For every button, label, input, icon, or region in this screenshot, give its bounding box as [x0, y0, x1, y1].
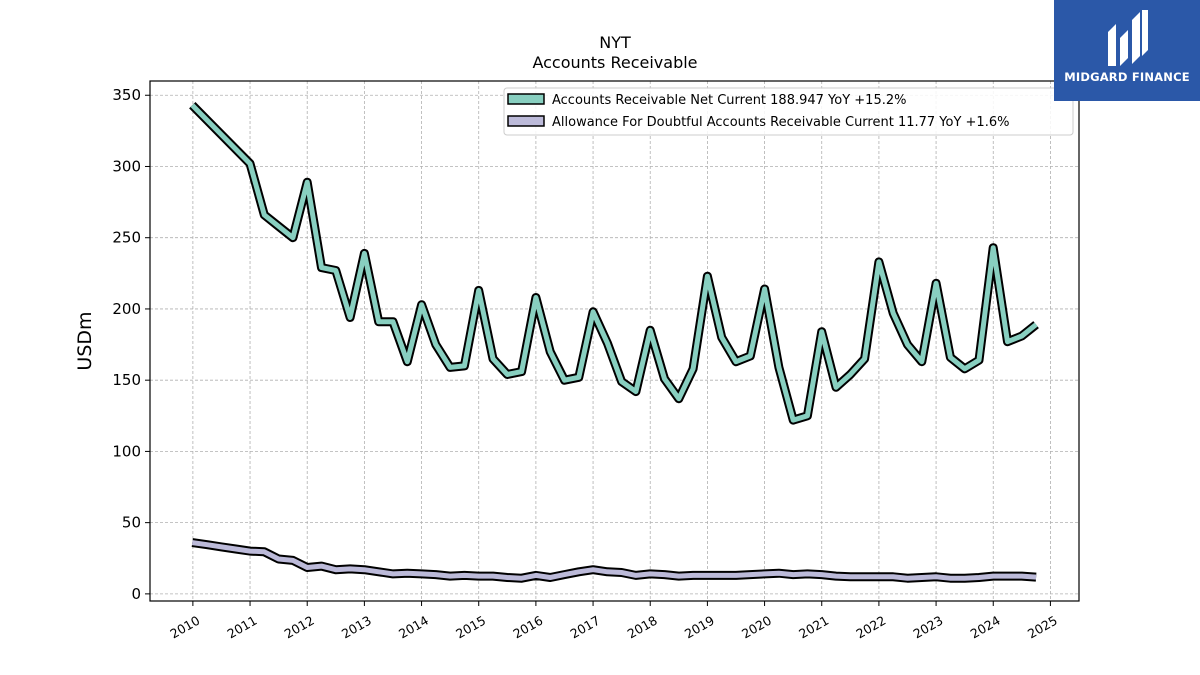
x-tick-label: 2012: [282, 613, 317, 642]
plot-frame: [149, 80, 1080, 602]
x-tick-label: 2022: [853, 613, 888, 642]
y-tick-label: 300: [112, 157, 141, 175]
x-tick-label: 2011: [224, 613, 259, 642]
y-tick-label: 200: [112, 300, 141, 318]
series-layer: [189, 102, 1039, 583]
x-tick-label: 2013: [339, 613, 374, 642]
series-line-accounts-receivable: [190, 103, 1038, 423]
midgard-finance-logo: MIDGARD FINANCE: [1054, 0, 1200, 101]
legend-swatch-allowance: [507, 115, 545, 127]
x-tick-label: 2019: [682, 613, 717, 642]
x-tick-label: 2025: [1025, 613, 1060, 642]
logo-text: MIDGARD FINANCE: [1064, 70, 1190, 84]
x-tick-label: 2017: [568, 613, 603, 642]
legend-swatch-accounts-receivable: [507, 93, 545, 105]
x-tick-label: 2015: [453, 613, 488, 642]
legend: Accounts Receivable Net Current 188.947 …: [503, 87, 1074, 136]
legend-entry-accounts-receivable: Accounts Receivable Net Current 188.947 …: [552, 93, 907, 108]
y-axis-label: USDm: [74, 311, 96, 370]
x-tick-label: 2021: [796, 613, 831, 642]
y-tick-label: 50: [122, 514, 141, 532]
x-tick-label: 2016: [510, 613, 545, 642]
y-axis: 0 50 100 150 200 250 300 350: [112, 86, 150, 603]
chart-subtitle: Accounts Receivable: [532, 53, 697, 72]
x-tick-label: 2024: [968, 613, 1003, 642]
chart-title: NYT: [599, 33, 631, 52]
y-tick-label: 250: [112, 229, 141, 247]
y-tick-label: 350: [112, 86, 141, 104]
x-axis: 2010 2011 2012 2013 2014 2015 2016 2017 2018 2019…: [167, 601, 1060, 642]
x-tick-label: 2010: [167, 613, 202, 642]
x-tick-label: 2020: [739, 613, 774, 642]
x-tick-label: 2018: [625, 613, 660, 642]
midgard-logo-icon: [1108, 10, 1148, 66]
x-tick-label: 2023: [911, 613, 946, 642]
x-tick-label: 2014: [396, 613, 431, 642]
y-tick-label: 100: [112, 442, 141, 460]
legend-box: [503, 87, 1074, 136]
series-line-allowance: [191, 540, 1037, 581]
y-tick-label: 150: [112, 371, 141, 389]
grid: [150, 81, 1079, 601]
y-tick-label: 0: [131, 585, 141, 603]
legend-entry-allowance: Allowance For Doubtful Accounts Receivab…: [552, 115, 1009, 130]
